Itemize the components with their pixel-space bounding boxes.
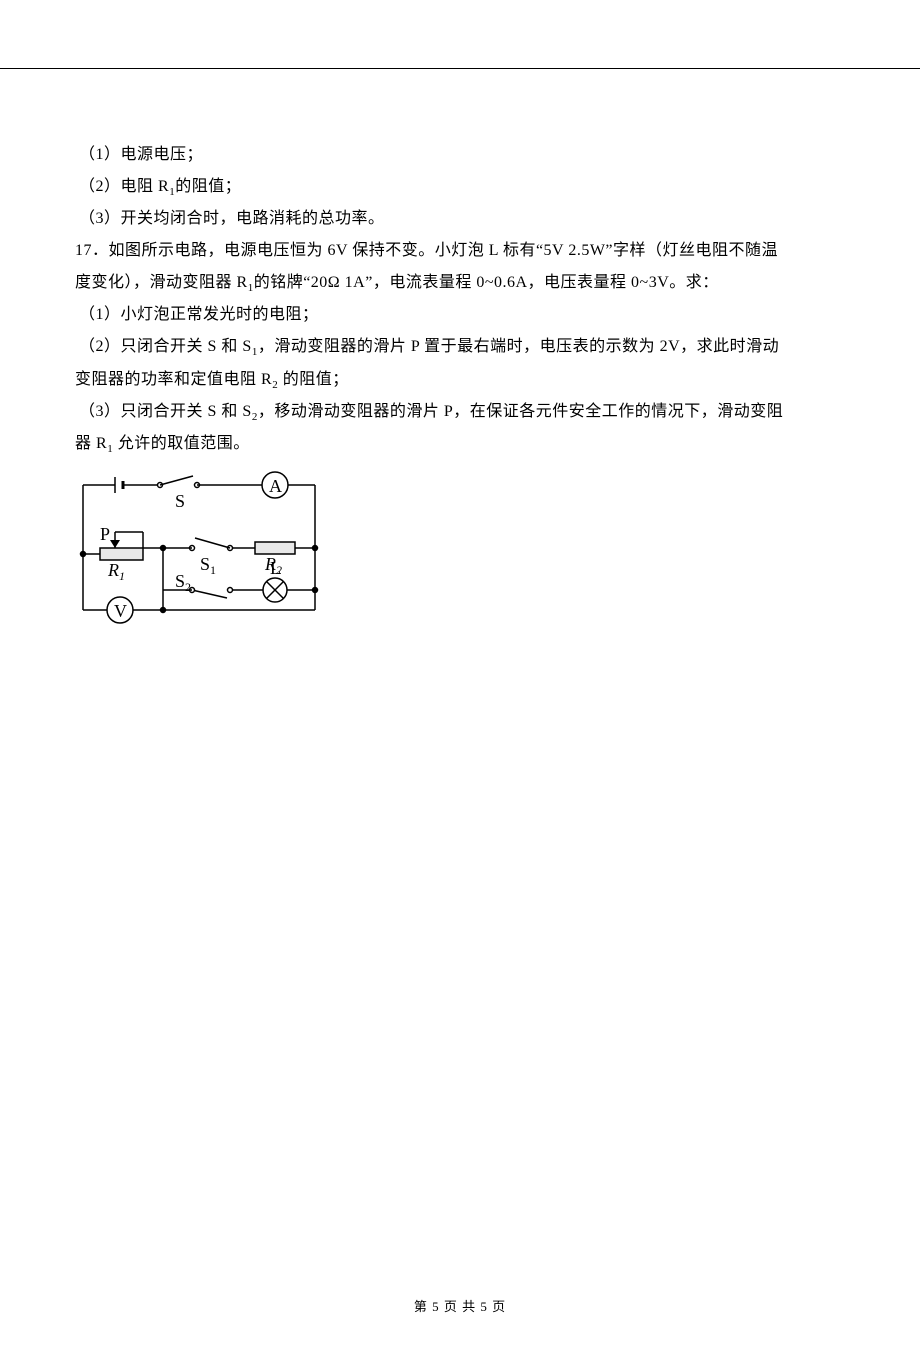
label-P: P <box>100 524 110 544</box>
q17-stem-line2-post: 的铭牌“20Ω 1A”，电流表量程 0~0.6A，电压表量程 0~3V。求： <box>254 274 719 291</box>
circuit-svg: S A V <box>75 470 335 630</box>
circuit-diagram: S A V <box>75 470 845 635</box>
q17-part1-text: （1）小灯泡正常发光时的电阻； <box>79 306 319 323</box>
footer-post: 页 <box>488 1299 506 1314</box>
q17-part3-line1-pre: （3）只闭合开关 S 和 S <box>79 403 252 420</box>
label-S1: S1 <box>200 554 216 577</box>
label-S: S <box>175 491 185 511</box>
q17-stem-line1-text: 17．如图所示电路，电源电压恒为 6V 保持不变。小灯泡 L 标有“5V 2.5… <box>75 242 778 259</box>
q17-part2-line1-pre: （2）只闭合开关 S 和 S <box>79 338 252 355</box>
q17-stem-line2: 度变化），滑动变阻器 R1的铭牌“20Ω 1A”，电流表量程 0~0.6A，电压… <box>75 267 845 299</box>
q17-stem-line1: 17．如图所示电路，电源电压恒为 6V 保持不变。小灯泡 L 标有“5V 2.5… <box>75 235 845 267</box>
page-content: （1）电源电压； （2）电阻 R1的阻值； （3）开关均闭合时，电路消耗的总功率… <box>0 68 920 635</box>
q17-stem-line2-pre: 度变化），滑动变阻器 R <box>75 274 248 291</box>
q16-part2-post: 的阻值； <box>175 178 241 195</box>
q17-part2-line1: （2）只闭合开关 S 和 S1，滑动变阻器的滑片 P 置于最右端时，电压表的示数… <box>75 331 845 363</box>
q16-part2-pre: （2）电阻 R <box>79 178 169 195</box>
label-L: L <box>270 558 281 578</box>
q16-part3: （3）开关均闭合时，电路消耗的总功率。 <box>75 203 845 235</box>
label-R1: R1 <box>107 560 125 583</box>
label-V: V <box>114 601 127 621</box>
page-footer: 第 5 页 共 5 页 <box>0 1296 920 1315</box>
footer-total: 5 <box>480 1299 488 1314</box>
q17-part3-line1: （3）只闭合开关 S 和 S2，移动滑动变阻器的滑片 P，在保证各元件安全工作的… <box>75 396 845 428</box>
q17-part1: （1）小灯泡正常发光时的电阻； <box>75 299 845 331</box>
q16-part2: （2）电阻 R1的阻值； <box>75 171 845 203</box>
q17-part2-line1-post: ，滑动变阻器的滑片 P 置于最右端时，电压表的示数为 2V，求此时滑动 <box>258 338 779 355</box>
label-A: A <box>269 476 282 496</box>
q17-part3-line2: 器 R1 允许的取值范围。 <box>75 428 845 460</box>
q17-part2-line2: 变阻器的功率和定值电阻 R2 的阻值； <box>75 364 845 396</box>
q16-part1-text: （1）电源电压； <box>79 146 203 163</box>
footer-pre: 第 <box>414 1299 432 1314</box>
footer-mid: 页 共 <box>440 1299 481 1314</box>
q16-part3-text: （3）开关均闭合时，电路消耗的总功率。 <box>79 210 385 227</box>
footer-current: 5 <box>432 1299 440 1314</box>
q17-part3-line1-post: ，移动滑动变阻器的滑片 P，在保证各元件安全工作的情况下，滑动变阻 <box>258 403 783 420</box>
q16-part1: （1）电源电压； <box>75 139 845 171</box>
q17-part3-line2-pre: 器 R <box>75 435 107 452</box>
q17-part2-line2-post: 的阻值； <box>278 371 349 388</box>
q17-part2-line2-pre: 变阻器的功率和定值电阻 R <box>75 371 272 388</box>
q17-part3-line2-post: 允许的取值范围。 <box>113 435 250 452</box>
